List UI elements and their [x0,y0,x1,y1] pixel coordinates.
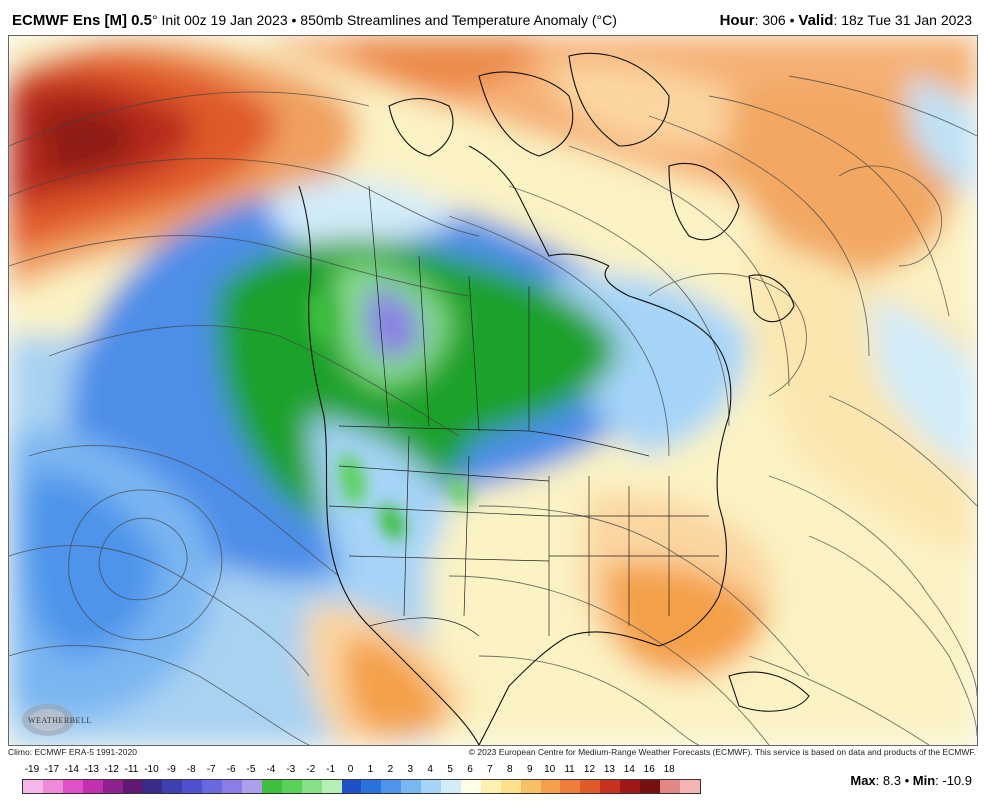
legend-swatch [679,780,700,793]
legend-label: -12 [104,764,119,775]
copyright-notice: © 2023 European Centre for Medium-Range … [468,747,976,757]
coastlines [298,52,810,745]
legend-label: -5 [246,764,256,775]
legend-swatch [82,780,103,793]
legend-label: 0 [347,764,354,775]
anomaly-field [9,36,977,745]
legend-swatch [540,780,561,793]
legend-label: 4 [427,764,433,775]
legend-label: -6 [226,764,236,775]
run-description: Init 00z 19 Jan 2023 • 850mb Streamlines… [157,12,617,28]
model-name: ECMWF Ens [M] 0.5 [12,12,153,29]
max-label: Max [850,773,876,788]
legend-label: 2 [387,764,394,775]
legend-label: 1 [367,764,374,775]
legend-label: 9 [526,764,533,775]
legend-label: 13 [603,764,615,775]
legend-swatch [460,780,481,793]
legend-swatch [23,780,43,793]
legend-label: -11 [124,764,139,775]
legend-swatch [241,780,262,793]
legend-label: 18 [663,764,675,775]
legend-swatch [341,780,362,793]
legend-label: -1 [326,764,336,775]
legend-swatch [421,780,442,793]
legend-label: 14 [623,764,635,775]
legend-swatch [102,780,123,793]
political-borders [328,185,719,637]
legend-swatch [441,780,461,793]
legend-label: 6 [467,764,473,775]
legend-label: -9 [166,764,176,775]
color-legend: -19 -17 -14 -13 -12 -11 -10 -9 -8 -7 -6 -5 -4 -3 -2 -1 0… [22,764,702,804]
weatherbell-logo: WEATHERBELL [22,704,92,736]
color-legend-swatches [22,779,701,794]
max-min-readout: Max: 8.3 • Min: -10.9 [850,773,972,788]
min-value: : -10.9 [935,773,972,788]
legend-swatch [361,780,382,793]
legend-swatch [640,780,660,793]
footer: Climo: ECMWF ERA-5 1991-2020 © 2023 Euro… [8,745,976,759]
legend-swatch [202,780,223,793]
legend-swatch [62,780,83,793]
legend-swatch [381,780,402,793]
legend-label: -4 [266,764,276,775]
legend-swatch [620,780,641,793]
legend-swatch [122,780,143,793]
hour-value: : 306 • [754,12,799,28]
legend-label: 16 [643,764,655,775]
temperature-anomaly-map [9,36,977,745]
header: ECMWF Ens [M] 0.5° Init 00z 19 Jan 2023 … [0,0,984,34]
legend-swatch [401,780,422,793]
legend-label: 5 [447,764,453,775]
legend-swatch [42,780,63,793]
legend-swatch [520,780,541,793]
legend-label: -10 [144,764,159,775]
legend-swatch [301,780,322,793]
legend-label: 7 [487,764,493,775]
valid-label: Valid [798,12,834,29]
climatology-note: Climo: ECMWF ERA-5 1991-2020 [8,747,137,757]
hour-label: Hour [719,12,755,29]
legend-swatch [660,780,680,793]
legend-label: 3 [407,764,414,775]
legend-swatch [142,780,163,793]
legend-swatch [600,780,621,793]
legend-swatch [500,780,521,793]
min-label: Min [912,773,936,788]
map-title: ECMWF Ens [M] 0.5° Init 00z 19 Jan 2023 … [12,12,617,29]
legend-label: -3 [286,764,296,775]
legend-label: 8 [507,764,513,775]
legend-label: -19 [24,764,40,775]
degree-mark: ° [152,12,158,28]
legend-label: 10 [544,764,556,775]
legend-swatch [222,780,242,793]
legend-label: 12 [583,764,596,775]
legend-swatch [281,780,302,793]
legend-label: -17 [44,764,60,775]
legend-swatch [580,780,601,793]
legend-swatch [162,780,183,793]
legend-swatch [182,780,203,793]
legend-label: -7 [206,764,216,775]
legend-label: -13 [84,764,99,775]
legend-label: -2 [306,764,316,775]
legend-swatch [480,780,501,793]
map-panel [8,35,978,746]
legend-swatch [560,780,581,793]
svg-text:WEATHERBELL: WEATHERBELL [28,716,92,725]
valid-value: : 18z Tue 31 Jan 2023 [833,12,972,28]
valid-time: Hour: 306 • Valid: 18z Tue 31 Jan 2023 [720,12,972,29]
legend-swatch [261,780,282,793]
legend-label: -14 [64,764,79,775]
legend-label: 11 [564,764,575,775]
legend-label: -8 [186,764,196,775]
color-legend-labels: -19 -17 -14 -13 -12 -11 -10 -9 -8 -7 -6 -5 -4 -3 -2 -1 0… [22,764,702,778]
max-value: : 8.3 • [875,773,913,788]
legend-swatch [321,780,342,793]
